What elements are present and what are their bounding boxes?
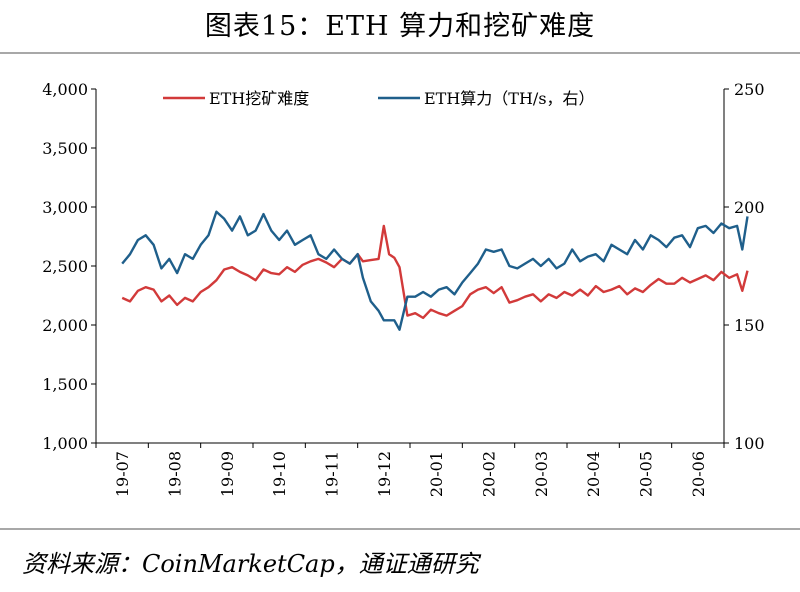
x-tick-label: 20-03 (532, 451, 551, 497)
x-tick-label: 19-10 (270, 451, 289, 497)
x-tick-label: 20-02 (480, 451, 499, 497)
series-line-hashrate (121, 210, 749, 331)
chart-title: 图表15：ETH 算力和挖矿难度 (204, 11, 596, 42)
x-tick-label: 20-06 (689, 451, 708, 497)
right-tick-label: 200 (734, 198, 765, 217)
left-tick-label: 3,000 (42, 198, 88, 217)
bottom-divider (0, 528, 800, 530)
series-line-difficulty (121, 224, 749, 320)
series-lines (121, 210, 749, 331)
x-tick-label: 20-05 (637, 451, 656, 497)
x-tick-label: 19-12 (375, 451, 394, 497)
left-tick-label: 2,500 (42, 257, 88, 276)
right-tick-label: 150 (734, 316, 765, 335)
top-divider (0, 52, 800, 54)
legend-label-hashrate: ETH算力（TH/s，右） (424, 89, 595, 108)
axes (95, 89, 725, 444)
left-axis-ticks: 1,000 1,500 2,000 2,500 3,000 3,500 4,000 (42, 80, 96, 453)
right-tick-label: 250 (734, 80, 765, 99)
left-tick-label: 1,500 (42, 375, 88, 394)
x-tick-label: 20-01 (427, 451, 446, 497)
right-tick-label: 100 (734, 434, 765, 453)
left-tick-label: 1,000 (42, 434, 88, 453)
x-tick-label: 19-11 (323, 451, 342, 497)
x-tick-label: 20-04 (584, 451, 603, 497)
x-tick-label: 19-09 (218, 451, 237, 497)
right-axis-ticks: 100 150 200 250 (724, 80, 765, 453)
legend: ETH挖矿难度 ETH算力（TH/s，右） (163, 89, 595, 108)
legend-label-difficulty: ETH挖矿难度 (209, 89, 309, 108)
x-axis-ticks: 19-07 19-08 19-09 19-10 19-11 19-12 20-01 20-02… (95, 443, 725, 497)
source-note: 资料来源：CoinMarketCap，通证通研究 (22, 550, 479, 578)
left-tick-label: 2,000 (42, 316, 88, 335)
left-tick-label: 4,000 (42, 80, 88, 99)
x-tick-label: 19-07 (113, 451, 132, 497)
left-tick-label: 3,500 (42, 139, 88, 158)
x-tick-label: 19-08 (166, 451, 185, 497)
